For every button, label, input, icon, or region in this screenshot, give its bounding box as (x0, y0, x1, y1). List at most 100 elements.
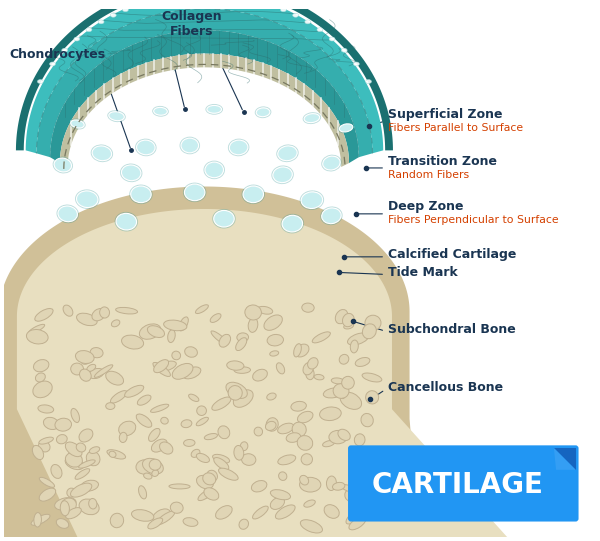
Text: Fibers Perpendicular to Surface: Fibers Perpendicular to Surface (388, 215, 559, 225)
Ellipse shape (299, 190, 324, 210)
Ellipse shape (286, 433, 301, 443)
Ellipse shape (136, 414, 152, 427)
Ellipse shape (265, 421, 276, 431)
Ellipse shape (51, 465, 62, 478)
Ellipse shape (320, 407, 341, 420)
Ellipse shape (305, 367, 314, 380)
Ellipse shape (153, 509, 170, 522)
Ellipse shape (228, 138, 250, 156)
Ellipse shape (119, 421, 136, 436)
Ellipse shape (143, 473, 152, 479)
Ellipse shape (147, 0, 152, 3)
Ellipse shape (344, 323, 353, 329)
Ellipse shape (329, 431, 347, 444)
Ellipse shape (349, 517, 366, 530)
Text: Cancellous Bone: Cancellous Bone (388, 381, 503, 394)
Ellipse shape (245, 305, 262, 320)
Ellipse shape (87, 364, 96, 372)
Ellipse shape (91, 144, 113, 162)
Text: Deep Zone: Deep Zone (388, 200, 464, 213)
Ellipse shape (205, 433, 217, 440)
Ellipse shape (341, 48, 347, 52)
Ellipse shape (153, 362, 170, 377)
Ellipse shape (234, 367, 251, 373)
Ellipse shape (79, 429, 93, 442)
Ellipse shape (253, 370, 268, 381)
Ellipse shape (69, 118, 86, 129)
Ellipse shape (211, 331, 227, 344)
Ellipse shape (131, 510, 154, 521)
Ellipse shape (106, 371, 124, 385)
Ellipse shape (301, 192, 323, 208)
Ellipse shape (353, 62, 359, 66)
Ellipse shape (154, 107, 167, 115)
Ellipse shape (80, 369, 91, 381)
Ellipse shape (237, 333, 248, 342)
Ellipse shape (293, 14, 299, 17)
Ellipse shape (271, 166, 294, 184)
Ellipse shape (63, 305, 73, 316)
Ellipse shape (323, 440, 335, 447)
Ellipse shape (270, 497, 284, 510)
Ellipse shape (62, 48, 68, 52)
Ellipse shape (29, 324, 44, 334)
Ellipse shape (161, 417, 168, 424)
Ellipse shape (267, 393, 276, 400)
Ellipse shape (340, 392, 362, 410)
Ellipse shape (56, 204, 79, 223)
Ellipse shape (335, 309, 348, 324)
Ellipse shape (341, 377, 354, 389)
Ellipse shape (142, 458, 163, 474)
Ellipse shape (331, 378, 344, 384)
Polygon shape (16, 0, 393, 150)
Ellipse shape (77, 191, 98, 208)
Ellipse shape (198, 489, 213, 500)
Ellipse shape (196, 453, 209, 463)
Ellipse shape (218, 468, 238, 480)
Ellipse shape (109, 111, 124, 121)
Ellipse shape (196, 417, 208, 426)
Ellipse shape (182, 367, 201, 379)
Ellipse shape (149, 428, 160, 441)
Ellipse shape (122, 8, 128, 12)
Ellipse shape (253, 506, 268, 519)
Ellipse shape (86, 451, 100, 466)
Ellipse shape (53, 157, 73, 174)
Ellipse shape (255, 107, 271, 118)
Ellipse shape (206, 470, 217, 481)
Ellipse shape (207, 105, 221, 113)
Ellipse shape (65, 457, 83, 470)
Ellipse shape (212, 209, 236, 228)
Ellipse shape (332, 483, 345, 490)
Ellipse shape (37, 80, 43, 83)
Ellipse shape (205, 162, 223, 177)
Ellipse shape (137, 395, 151, 405)
Ellipse shape (205, 104, 223, 115)
Ellipse shape (355, 358, 370, 366)
Ellipse shape (90, 347, 103, 358)
Ellipse shape (333, 384, 349, 398)
Ellipse shape (134, 3, 140, 7)
Ellipse shape (281, 214, 304, 233)
Ellipse shape (139, 486, 146, 499)
Ellipse shape (71, 363, 83, 375)
Ellipse shape (89, 498, 97, 509)
Ellipse shape (135, 138, 157, 156)
Text: Tide Mark: Tide Mark (388, 266, 458, 279)
Ellipse shape (58, 206, 77, 222)
Ellipse shape (305, 20, 311, 24)
Ellipse shape (131, 186, 151, 203)
Ellipse shape (119, 432, 127, 443)
Ellipse shape (107, 450, 125, 459)
Ellipse shape (39, 488, 56, 501)
Ellipse shape (264, 315, 283, 331)
Ellipse shape (169, 484, 190, 489)
Ellipse shape (233, 390, 253, 407)
Ellipse shape (139, 324, 161, 339)
Ellipse shape (323, 388, 343, 398)
Ellipse shape (268, 3, 274, 7)
Ellipse shape (266, 418, 278, 431)
Ellipse shape (281, 8, 286, 12)
Ellipse shape (179, 317, 188, 331)
Ellipse shape (338, 122, 354, 134)
